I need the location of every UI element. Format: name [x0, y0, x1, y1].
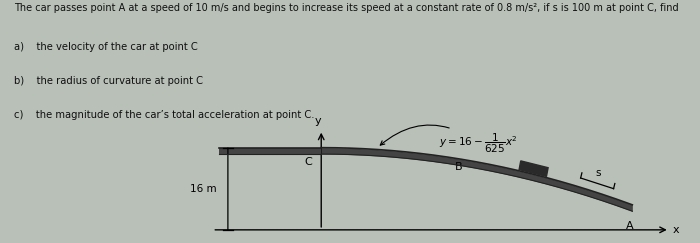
Text: s: s: [596, 168, 601, 178]
Text: y: y: [315, 116, 321, 126]
Text: $y = 16 - \dfrac{1}{625}x^2$: $y = 16 - \dfrac{1}{625}x^2$: [380, 125, 518, 155]
Text: C: C: [304, 156, 312, 167]
Text: B: B: [455, 162, 463, 172]
Text: 16 m: 16 m: [190, 184, 217, 194]
Text: x: x: [673, 225, 680, 235]
Text: b)    the radius of curvature at point C: b) the radius of curvature at point C: [14, 76, 203, 86]
Text: a)    the velocity of the car at point C: a) the velocity of the car at point C: [14, 42, 197, 52]
Text: A: A: [625, 221, 633, 231]
Polygon shape: [519, 161, 548, 176]
Text: The car passes point A at a speed of 10 m/s and begins to increase its speed at : The car passes point A at a speed of 10 …: [14, 3, 678, 13]
Text: c)    the magnitude of the car’s total acceleration at point C.: c) the magnitude of the car’s total acce…: [14, 110, 314, 120]
